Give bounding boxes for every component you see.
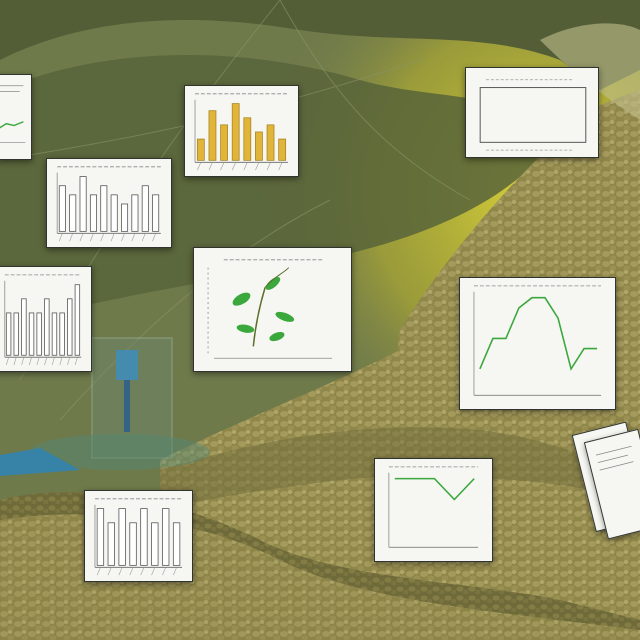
bar bbox=[74, 284, 81, 356]
plant-illustration bbox=[207, 259, 333, 359]
bar bbox=[36, 312, 42, 356]
card-top-left-partial bbox=[0, 74, 32, 160]
bar bbox=[13, 312, 19, 356]
bar bbox=[243, 117, 252, 161]
bar bbox=[152, 194, 160, 232]
bar bbox=[5, 312, 12, 356]
bar bbox=[255, 131, 263, 161]
small-line-chart bbox=[388, 466, 479, 548]
bar bbox=[141, 185, 149, 232]
card-plant bbox=[193, 247, 352, 372]
outline-bar-chart bbox=[56, 166, 161, 242]
bar bbox=[28, 312, 35, 356]
bar bbox=[121, 203, 129, 232]
card-blank-frame bbox=[465, 67, 599, 158]
bar bbox=[172, 522, 181, 566]
bar bbox=[96, 508, 105, 566]
bar bbox=[162, 508, 170, 566]
card-left-bars bbox=[0, 266, 92, 372]
card-line-green bbox=[459, 277, 616, 410]
bar bbox=[118, 508, 126, 566]
bottom-bar-chart bbox=[94, 498, 183, 576]
bar bbox=[44, 298, 50, 356]
card-bottom-bars bbox=[84, 490, 193, 582]
bar bbox=[107, 522, 115, 566]
glass-vessel bbox=[0, 337, 210, 476]
bar bbox=[278, 138, 287, 161]
bar bbox=[266, 124, 275, 161]
bar bbox=[59, 312, 65, 356]
card-grey-bars bbox=[46, 158, 172, 248]
bar bbox=[140, 508, 148, 566]
series-line bbox=[479, 296, 598, 371]
green-line-chart bbox=[473, 285, 602, 396]
bar bbox=[79, 176, 87, 232]
bar bbox=[51, 312, 58, 356]
card-right-stack bbox=[571, 418, 640, 542]
bar bbox=[67, 298, 73, 356]
bar bbox=[151, 522, 159, 566]
line-snippet-graphic bbox=[0, 85, 26, 143]
bar bbox=[89, 194, 97, 232]
left-bar-chart bbox=[4, 274, 82, 366]
card-small-line bbox=[374, 458, 493, 562]
bar bbox=[21, 298, 27, 356]
bar bbox=[110, 194, 118, 232]
bar bbox=[131, 194, 139, 232]
bar bbox=[129, 522, 137, 566]
bar bbox=[100, 185, 108, 232]
card-yellow-bars bbox=[184, 85, 299, 177]
bar bbox=[69, 194, 77, 232]
bar bbox=[196, 138, 205, 161]
yellow-bar-chart bbox=[194, 93, 288, 171]
bar bbox=[58, 185, 66, 232]
bar bbox=[220, 124, 228, 161]
empty-plot-frame bbox=[479, 79, 587, 151]
bar bbox=[231, 103, 240, 161]
bar bbox=[208, 110, 217, 161]
series-line bbox=[394, 477, 475, 501]
